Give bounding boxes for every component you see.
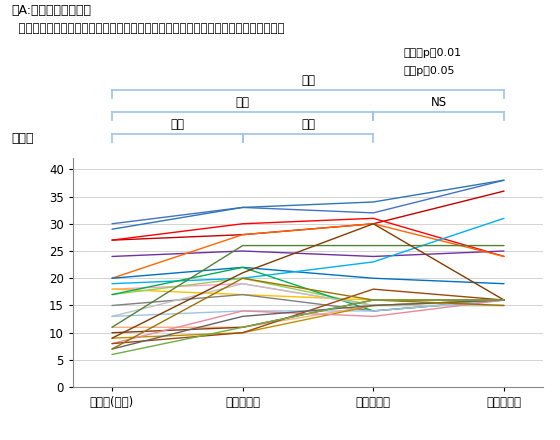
Text: （自然な高さ・大きさで母音「ア」をできるだけ長く発声した最大値）の継時的変化: （自然な高さ・大きさで母音「ア」をできるだけ長く発声した最大値）の継時的変化 [11,22,284,35]
Text: ＊＊: ＊＊ [236,95,250,109]
Text: ＊＊：p＜0.01: ＊＊：p＜0.01 [403,48,461,59]
Text: ＊：p＜0.05: ＊：p＜0.05 [403,66,455,76]
Text: ＊＊: ＊＊ [301,117,315,131]
Text: ＊＊: ＊＊ [301,73,315,87]
Text: NS: NS [431,95,447,109]
Text: ＊＊: ＊＊ [170,117,184,131]
Text: 図A:最長発声持続時間: 図A:最長発声持続時間 [11,4,91,18]
Text: （秒）: （秒） [12,132,34,145]
